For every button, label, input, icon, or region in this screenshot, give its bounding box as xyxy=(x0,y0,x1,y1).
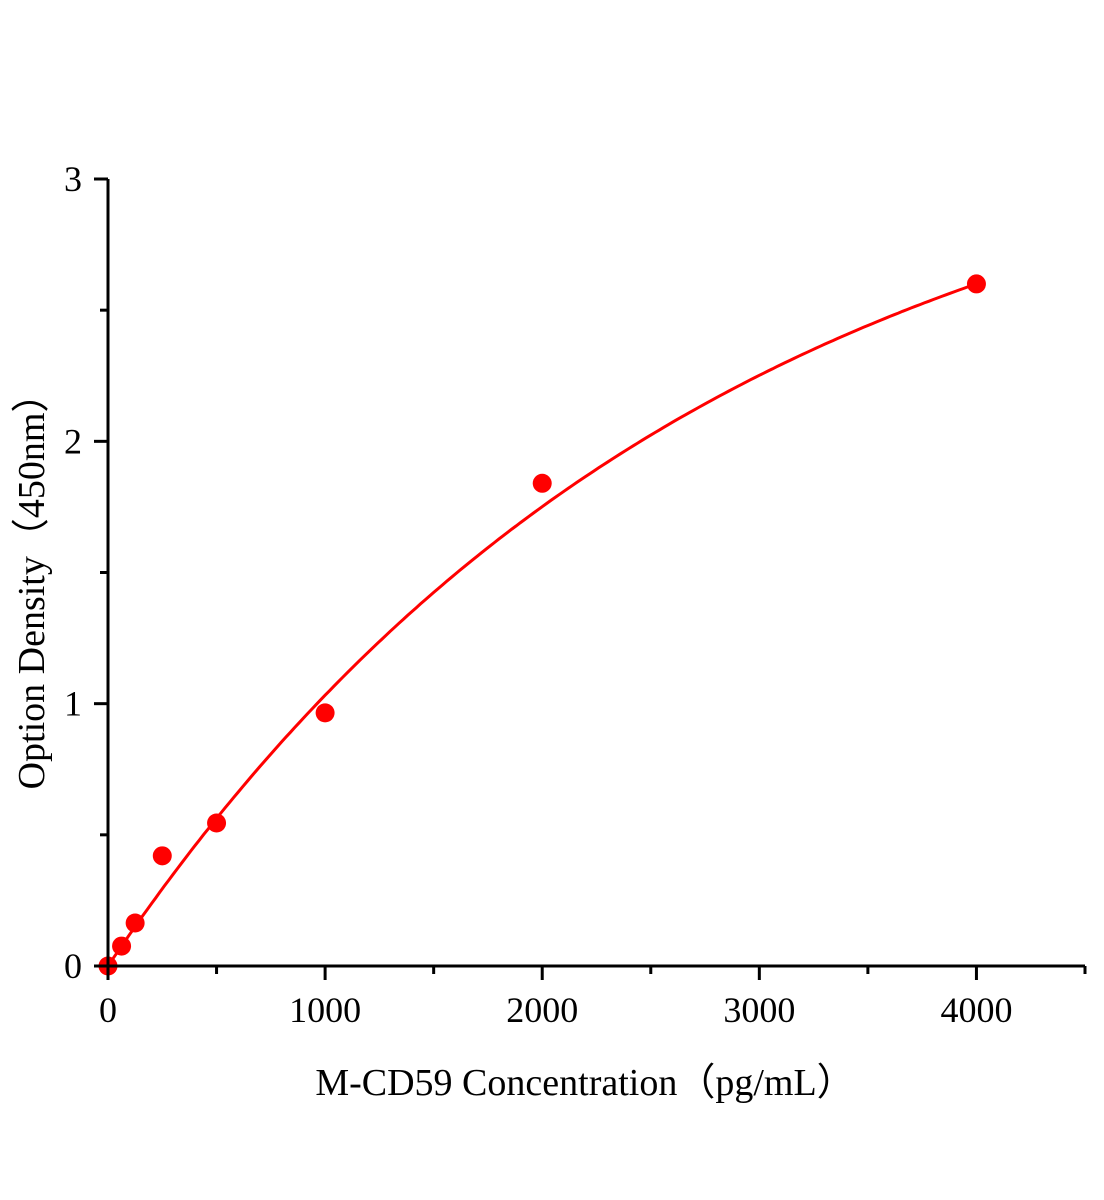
y-axis-label: Option Density（450nm） xyxy=(11,375,53,790)
data-point xyxy=(152,846,172,866)
data-point xyxy=(966,274,986,294)
y-tick-label: 0 xyxy=(64,946,82,986)
x-axis-label: M-CD59 Concentration（pg/mL） xyxy=(315,1062,854,1104)
data-point xyxy=(315,703,335,723)
y-tick-label: 2 xyxy=(64,421,82,461)
y-tick-label: 3 xyxy=(64,159,82,199)
data-point xyxy=(125,913,145,933)
x-tick-label: 0 xyxy=(99,990,117,1030)
x-tick-label: 2000 xyxy=(506,990,578,1030)
x-tick-label: 4000 xyxy=(940,990,1012,1030)
fit-curve xyxy=(106,282,977,967)
data-point xyxy=(532,473,552,493)
x-tick-label: 3000 xyxy=(723,990,795,1030)
y-tick-label: 1 xyxy=(64,684,82,724)
x-tick-label: 1000 xyxy=(289,990,361,1030)
data-point xyxy=(112,936,132,956)
data-point xyxy=(207,813,227,833)
